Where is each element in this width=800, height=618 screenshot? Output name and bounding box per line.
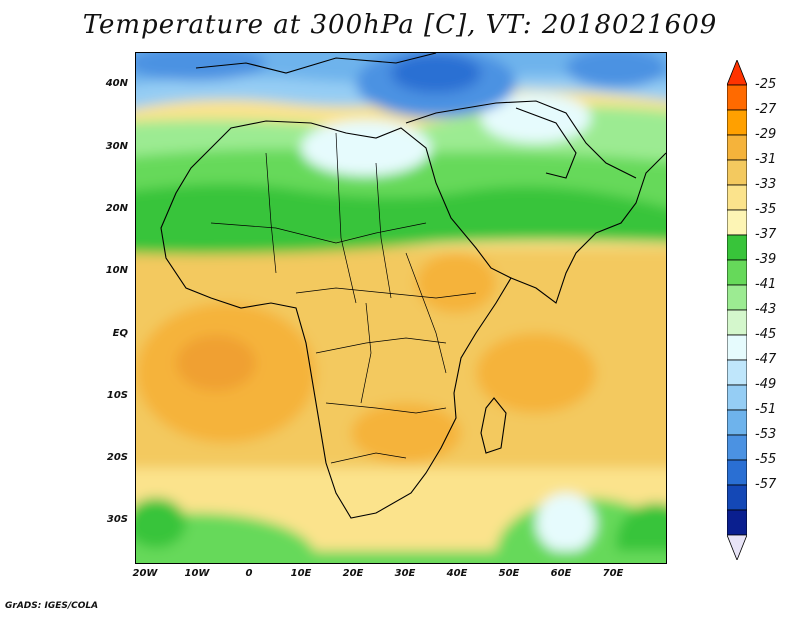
colorbar-level-label: -53 (755, 427, 777, 442)
colorbar-level-label: -49 (755, 377, 777, 392)
footer-credit: GrADS: IGES/COLA (5, 601, 99, 611)
map-title: Temperature at 300hPa [C], VT: 201802160… (82, 10, 718, 40)
colorbar-level-label: -29 (755, 127, 777, 142)
map-canvas (136, 53, 666, 563)
lat-label-30n: 30N (105, 141, 128, 152)
coastlines (160, 53, 666, 519)
colorbar-level-label: -35 (755, 202, 777, 217)
lat-label-10s: 10S (106, 390, 128, 401)
lon-label-20e: 20E (342, 568, 364, 579)
colorbar-box (727, 384, 747, 411)
lon-label-50e: 50E (498, 568, 520, 579)
colorbar-level-label: -57 (755, 477, 777, 492)
colorbar-level-label: -31 (755, 152, 777, 167)
colorbar-level-label: -27 (755, 102, 777, 117)
colorbar-level-label: -25 (755, 77, 777, 92)
colorbar-box (727, 434, 747, 461)
country-borders (210, 132, 477, 464)
lon-label-60e: 60E (550, 568, 572, 579)
colorbar-box (727, 159, 747, 186)
colorbar-level-label: -43 (755, 302, 777, 317)
colorbar-level-label: -47 (755, 352, 777, 367)
colorbar-box (727, 284, 747, 311)
lon-label-10w: 10W (184, 568, 210, 579)
lon-label-10e: 10E (290, 568, 312, 579)
colorbar-top-arrow (727, 60, 747, 86)
lat-label-40n: 40N (105, 78, 128, 89)
colorbar-box (727, 309, 747, 336)
colorbar-level-label: -39 (755, 252, 777, 267)
lon-label-30e: 30E (394, 568, 416, 579)
colorbar-level-label: -55 (755, 452, 777, 467)
lat-label-20s: 20S (106, 452, 128, 463)
colorbar-level-label: -45 (755, 327, 777, 342)
colorbar-box (727, 484, 747, 511)
colorbar-box (727, 359, 747, 386)
lon-label-20w: 20W (132, 568, 158, 579)
colorbar-box (727, 209, 747, 236)
lon-label-70e: 70E (602, 568, 624, 579)
colorbar-level-label: -41 (755, 277, 777, 292)
colorbar-box (727, 509, 747, 536)
colorbar-bottom-arrow (727, 534, 747, 560)
colorbar-level-label: -37 (755, 227, 777, 242)
colorbar (727, 60, 747, 560)
colorbar-box (727, 134, 747, 161)
colorbar-box (727, 259, 747, 286)
lon-label-40e: 40E (446, 568, 468, 579)
colorbar-box (727, 234, 747, 261)
colorbar-box (727, 109, 747, 136)
colorbar-box (727, 459, 747, 486)
lat-label-30s: 30S (106, 514, 128, 525)
colorbar-box (727, 409, 747, 436)
lat-label-eq: EQ (112, 328, 128, 339)
lat-label-20n: 20N (105, 203, 128, 214)
lat-label-10n: 10N (105, 265, 128, 276)
temperature-map (135, 52, 667, 564)
colorbar-box (727, 84, 747, 111)
colorbar-level-label: -51 (755, 402, 777, 417)
colorbar-box (727, 334, 747, 361)
colorbar-box (727, 184, 747, 211)
colorbar-level-label: -33 (755, 177, 777, 192)
lon-label-0: 0 (245, 568, 253, 579)
